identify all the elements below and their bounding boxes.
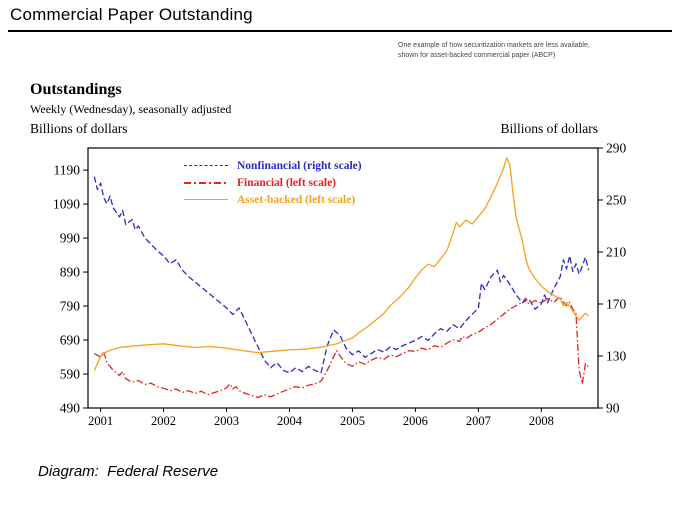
- x-tick-label: 2005: [340, 414, 365, 428]
- x-tick-label: 2001: [88, 414, 113, 428]
- legend-label-nonfinancial: Nonfinancial (right scale): [237, 159, 362, 172]
- left-tick-label: 590: [60, 367, 81, 382]
- right-tick-label: 250: [606, 193, 627, 208]
- left-tick-label: 1190: [54, 163, 81, 178]
- left-tick-label: 690: [60, 333, 81, 348]
- x-tick-label: 2004: [277, 414, 303, 428]
- chart-subtitle: Weekly (Wednesday), seasonally adjusted: [30, 102, 232, 116]
- legend-item-nonfinancial: Nonfinancial (right scale): [184, 157, 362, 174]
- annotation-note-line1: One example of how securitization market…: [398, 42, 590, 49]
- annotation-note: One example of how securitization market…: [398, 41, 668, 61]
- series-left: [93, 295, 590, 399]
- left-tick-label: 490: [60, 401, 81, 416]
- legend-label-asset-backed: Asset-backed (left scale): [237, 193, 356, 206]
- x-tick-label: 2002: [151, 414, 176, 428]
- left-axis-unit-label: Billions of dollars: [30, 121, 128, 136]
- x-tick-label: 2008: [529, 414, 554, 428]
- chart-legend: Nonfinancial (right scale) Financial (le…: [184, 157, 362, 208]
- left-tick-label: 790: [60, 299, 81, 314]
- right-tick-label: 290: [606, 141, 627, 156]
- x-tick-label: 2006: [403, 414, 428, 428]
- right-tick-label: 210: [606, 245, 627, 260]
- right-tick-label: 130: [606, 349, 627, 364]
- series-left: [93, 157, 590, 371]
- right-tick-label: 170: [606, 297, 627, 312]
- source-credit: Diagram: Federal Reserve: [38, 463, 219, 480]
- left-tick-label: 990: [60, 231, 81, 246]
- title-underline: [8, 30, 672, 32]
- asset-backed-line-sample-icon: [184, 198, 228, 201]
- x-tick-label: 2003: [214, 414, 239, 428]
- left-tick-label: 1090: [53, 197, 80, 212]
- legend-label-financial: Financial (left scale): [237, 176, 337, 189]
- right-axis-unit-label: Billions of dollars: [500, 121, 599, 136]
- x-tick-label: 2007: [466, 414, 491, 428]
- legend-item-financial: Financial (left scale): [184, 174, 362, 191]
- annotation-note-line2: shown for asset-backed commercial paper …: [398, 51, 556, 59]
- left-tick-label: 890: [60, 265, 81, 280]
- chart-title: Outstandings: [30, 81, 122, 98]
- chart-canvas: 490 590 690 790 890 990 1090 1190 90 130 170 210 250…: [53, 141, 627, 429]
- nonfinancial-line-sample-icon: [184, 165, 228, 166]
- financial-line-sample-icon: [184, 181, 228, 184]
- plot-border: [87, 147, 599, 409]
- legend-item-asset-backed: Asset-backed (left scale): [184, 191, 362, 208]
- page-title: Commercial Paper Outstanding: [10, 5, 253, 24]
- right-tick-label: 90: [606, 401, 620, 416]
